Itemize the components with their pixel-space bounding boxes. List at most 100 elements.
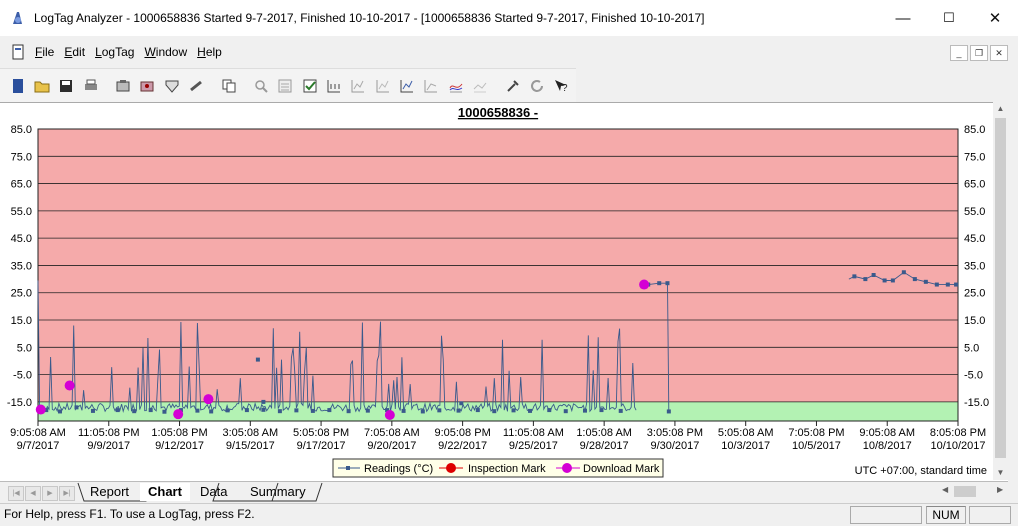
temperature-chart[interactable]: 1000658836 - 85.0 85.0 75.0 75.0 65.0 65.0 55.0…: [0, 103, 993, 481]
x-tick-label-time: 1:05:08 PM: [151, 427, 207, 439]
chart-lower-limit-icon[interactable]: [324, 76, 343, 96]
mdi-restore-button[interactable]: ❐: [970, 45, 988, 61]
first-tab-icon[interactable]: |◀: [8, 486, 24, 501]
logtag-read-icon[interactable]: [113, 76, 132, 96]
logtag-download-icon[interactable]: [162, 76, 181, 96]
logtag-configure-icon[interactable]: [138, 76, 157, 96]
save-icon[interactable]: [57, 76, 76, 96]
x-tick-label-time: 9:05:08 PM: [434, 427, 490, 439]
context-help-icon[interactable]: ?: [552, 76, 571, 96]
y-tick-label-left: 75.0: [11, 151, 32, 163]
horizontal-scroll-thumb[interactable]: [954, 486, 976, 497]
readings-line: [37, 280, 637, 413]
menu-window[interactable]: Window: [144, 45, 188, 59]
reading-point: [437, 408, 442, 413]
x-tick-label-date: 10/10/2017: [930, 440, 985, 452]
x-tick-label-date: 9/9/2017: [87, 440, 130, 452]
y-tick-label-right: 25.0: [964, 288, 985, 300]
tab-summary[interactable]: Summary: [250, 484, 306, 499]
chart-pane[interactable]: 1000658836 - 85.0 85.0 75.0 75.0 65.0 65.0 55.0…: [0, 102, 1008, 481]
x-tick-label-date: 9/22/2017: [438, 440, 487, 452]
chart-fit-icon[interactable]: [397, 76, 416, 96]
refresh-icon[interactable]: [527, 76, 546, 96]
menu-file[interactable]: File: [35, 45, 55, 59]
tab-bar: |◀ ◀ ▶ ▶| Report Chart Data Summary: [0, 481, 1008, 503]
svg-text:?: ?: [562, 83, 568, 94]
title-bar[interactable]: LogTag Analyzer - 1000658836 Started 9-7…: [0, 0, 1018, 36]
legend-inspection-marker: [446, 463, 456, 473]
chart-zoom-in-icon[interactable]: [349, 76, 368, 96]
scroll-right-arrow[interactable]: ▶: [997, 485, 1004, 494]
x-tick-label-time: 8:05:08 PM: [930, 427, 986, 439]
chart-check-icon[interactable]: [300, 76, 319, 96]
zoom-icon[interactable]: [251, 76, 270, 96]
maximize-button[interactable]: ☐: [943, 10, 955, 25]
status-bar: For Help, press F1. To use a LogTag, pre…: [0, 503, 1018, 526]
vertical-scrollbar[interactable]: ▲ ▼: [993, 102, 1008, 480]
y-tick-label-right: 55.0: [964, 206, 985, 218]
legend-inspection-label: Inspection Mark: [468, 463, 546, 475]
next-tab-icon[interactable]: ▶: [42, 486, 58, 501]
reading-point: [665, 281, 670, 286]
y-tick-label-left: -5.0: [13, 370, 32, 382]
num-lock-indicator: NUM: [926, 506, 966, 524]
new-icon[interactable]: [8, 76, 27, 96]
scroll-down-arrow[interactable]: ▼: [996, 468, 1005, 477]
scroll-left-arrow[interactable]: ◀: [942, 485, 949, 494]
minimize-button[interactable]: —: [895, 9, 911, 27]
vertical-scroll-thumb[interactable]: [995, 118, 1006, 458]
x-tick-label-date: 9/30/2017: [650, 440, 699, 452]
y-tick-label-right: 65.0: [964, 179, 985, 191]
reading-point: [657, 281, 662, 286]
x-tick-label-date: 9/25/2017: [509, 440, 558, 452]
chart-series-icon[interactable]: [446, 76, 465, 96]
open-folder-icon[interactable]: [32, 76, 51, 96]
tools-icon[interactable]: [503, 76, 522, 96]
chart-line-icon[interactable]: [470, 76, 489, 96]
menu-help[interactable]: Help: [197, 45, 222, 59]
legend-download-marker: [562, 463, 572, 473]
logtag-app-icon: [13, 12, 22, 24]
reading-point: [599, 408, 604, 413]
y-tick-label-left: 85.0: [11, 124, 32, 136]
menu-edit[interactable]: Edit: [64, 45, 86, 59]
print-icon[interactable]: [81, 76, 100, 96]
reading-point: [511, 408, 516, 413]
scroll-up-arrow[interactable]: ▲: [996, 104, 1005, 113]
y-tick-label-right: 5.0: [964, 342, 979, 354]
download-mark: [639, 279, 650, 290]
legend-download-label: Download Mark: [583, 463, 660, 475]
reading-point: [456, 408, 461, 413]
status-cell: [969, 506, 1011, 524]
reading-point: [954, 282, 959, 287]
chart-options-icon[interactable]: [276, 76, 295, 96]
last-tab-icon[interactable]: ▶|: [59, 486, 75, 501]
mdi-minimize-button[interactable]: _: [950, 45, 968, 61]
y-tick-label-right: 75.0: [964, 151, 985, 163]
chart-zoom-out-icon[interactable]: [373, 76, 392, 96]
reading-point: [244, 408, 249, 413]
copy-icon[interactable]: [219, 76, 238, 96]
close-button[interactable]: ✕: [988, 10, 1002, 27]
chart-reset-icon[interactable]: [422, 76, 441, 96]
menu-logtag[interactable]: LogTag: [95, 45, 135, 59]
reading-point: [901, 270, 906, 275]
x-tick-label-time: 5:05:08 AM: [718, 427, 774, 439]
reading-point: [582, 408, 587, 413]
mdi-close-button[interactable]: ✕: [990, 45, 1008, 61]
tab-data[interactable]: Data: [200, 484, 228, 499]
logtag-wizard-icon[interactable]: [187, 76, 206, 96]
prev-tab-icon[interactable]: ◀: [25, 486, 41, 501]
reading-point: [563, 409, 568, 414]
tab-report[interactable]: Report: [90, 484, 130, 499]
safe-zone-band: [38, 401, 958, 421]
tab-chart[interactable]: Chart: [140, 483, 190, 501]
reading-point: [261, 407, 266, 412]
horizontal-scrollbar[interactable]: ◀ ▶: [940, 484, 1008, 499]
reading-point: [225, 408, 230, 413]
document-icon[interactable]: [10, 44, 26, 60]
reading-point: [401, 408, 406, 413]
reading-point: [666, 409, 671, 414]
y-tick-label-left: 55.0: [11, 206, 32, 218]
reading-point: [945, 282, 950, 287]
